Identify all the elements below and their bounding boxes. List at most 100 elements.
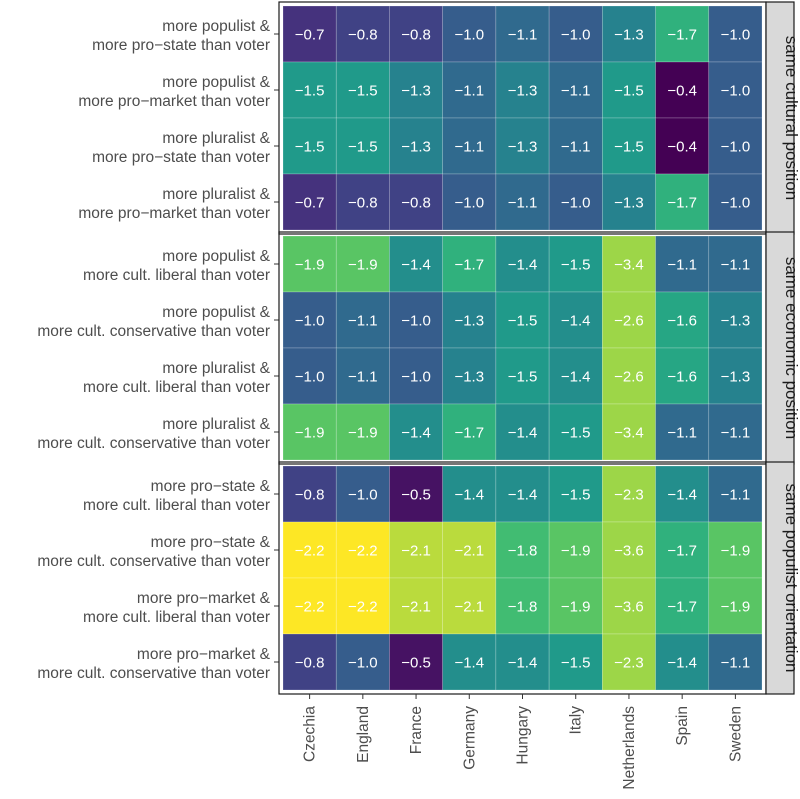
heatmap-cell: [335, 61, 390, 119]
cell-label: −1.1: [721, 425, 751, 442]
heatmap-cell: [602, 347, 656, 405]
row-label-line2: more pro−market than voter: [78, 205, 270, 222]
cell-label: −1.4: [667, 487, 697, 504]
cell-label: −1.3: [721, 313, 751, 330]
cell-label: −1.7: [454, 257, 484, 274]
panel-strip: [765, 461, 795, 695]
heatmap-cell: [655, 173, 710, 231]
cell-label: −0.4: [667, 83, 697, 100]
cell-label: −1.1: [508, 27, 538, 44]
cell-label: −2.2: [348, 543, 378, 560]
heatmap-cell: [442, 465, 497, 523]
cell-label: −0.8: [348, 27, 378, 44]
row-label-line1: more pluralist &: [162, 186, 270, 203]
heatmap-cell: [282, 633, 337, 691]
cell-label: −1.4: [508, 487, 538, 504]
cell-label: −1.5: [561, 257, 591, 274]
cell-label: −0.5: [401, 487, 431, 504]
heatmap-cell: [548, 403, 603, 461]
heatmap-cell: [548, 347, 603, 405]
cell-label: −1.5: [561, 655, 591, 672]
cell-label: −1.5: [348, 139, 378, 156]
cell-label: −3.6: [614, 599, 644, 616]
heatmap-cell: [389, 465, 443, 523]
cell-label: −1.5: [561, 487, 591, 504]
cell-label: −1.9: [348, 257, 378, 274]
row-label-line1: more pro−state &: [151, 534, 271, 551]
cell-label: −1.7: [667, 599, 697, 616]
heatmap-cell: [335, 403, 390, 461]
cell-label: −1.1: [667, 425, 697, 442]
heatmap-cell: [442, 173, 497, 231]
cell-label: −2.1: [401, 543, 431, 560]
cell-label: −3.6: [614, 543, 644, 560]
cell-label: −1.1: [454, 139, 484, 156]
cell-label: −1.7: [667, 195, 697, 212]
heatmap-cell: [389, 5, 443, 63]
heatmap-cell: [708, 291, 763, 349]
row-label-line1: more pro−market &: [137, 646, 271, 663]
cell-label: −1.4: [667, 655, 697, 672]
heatmap-cell: [655, 465, 710, 523]
heatmap-cell: [708, 465, 763, 523]
heatmap-cell: [708, 173, 763, 231]
cell-label: −1.1: [561, 139, 591, 156]
cell-label: −1.0: [295, 313, 325, 330]
row-label-line1: more pluralist &: [162, 130, 270, 147]
cell-label: −1.4: [561, 369, 591, 386]
heatmap-cell: [602, 465, 656, 523]
row-label-line2: more pro−state than voter: [92, 149, 270, 166]
cell-label: −1.8: [508, 599, 538, 616]
cell-label: −1.1: [561, 83, 591, 100]
heatmap-cell: [602, 173, 656, 231]
cell-label: −1.1: [454, 83, 484, 100]
heatmap-cell: [442, 577, 497, 635]
cell-label: −1.3: [508, 83, 538, 100]
row-label-line1: more populist &: [162, 74, 270, 91]
heatmap-cell: [335, 347, 390, 405]
heatmap-cell: [282, 521, 337, 579]
heatmap-cell: [389, 117, 443, 175]
row-label-line1: more pluralist &: [162, 360, 270, 377]
cell-label: −1.1: [721, 257, 751, 274]
heatmap-cell: [602, 291, 656, 349]
cell-label: −1.4: [401, 425, 431, 442]
cell-label: −1.8: [508, 543, 538, 560]
heatmap-cell: [708, 633, 763, 691]
cell-label: −1.9: [561, 543, 591, 560]
cell-label: −0.8: [348, 195, 378, 212]
heatmap-cell: [708, 577, 763, 635]
cell-label: −1.0: [721, 139, 751, 156]
heatmap-cell: [495, 117, 550, 175]
heatmap-cell: [548, 465, 603, 523]
heatmap-cell: [442, 117, 497, 175]
heatmap-cell: [548, 521, 603, 579]
row-label-line2: more cult. liberal than voter: [83, 609, 270, 626]
row-label-line1: more populist &: [162, 18, 270, 35]
cell-label: −3.4: [614, 425, 644, 442]
column-label: Spain: [674, 706, 691, 746]
cell-label: −1.6: [667, 369, 697, 386]
column-label: France: [408, 706, 425, 754]
cell-label: −1.5: [295, 139, 325, 156]
cell-label: −1.0: [348, 655, 378, 672]
row-label-line2: more pro−state than voter: [92, 37, 270, 54]
cell-label: −2.1: [401, 599, 431, 616]
heatmap-cell: [442, 347, 497, 405]
heatmap-cell: [495, 403, 550, 461]
cell-label: −2.2: [295, 543, 325, 560]
column-label: Czechia: [302, 706, 319, 762]
cell-label: −1.1: [721, 655, 751, 672]
row-label-line2: more cult. conservative than voter: [37, 665, 270, 682]
column-label: England: [355, 706, 372, 763]
cell-label: −2.1: [454, 599, 484, 616]
heatmap-cell: [335, 577, 390, 635]
column-label: Sweden: [727, 706, 744, 762]
heatmap-cell: [655, 347, 710, 405]
heatmap-cell: [442, 633, 497, 691]
heatmap-cell: [655, 633, 710, 691]
heatmap-cell: [655, 117, 710, 175]
heatmap-cell: [548, 577, 603, 635]
cell-label: −0.8: [401, 195, 431, 212]
cell-label: −1.0: [454, 195, 484, 212]
